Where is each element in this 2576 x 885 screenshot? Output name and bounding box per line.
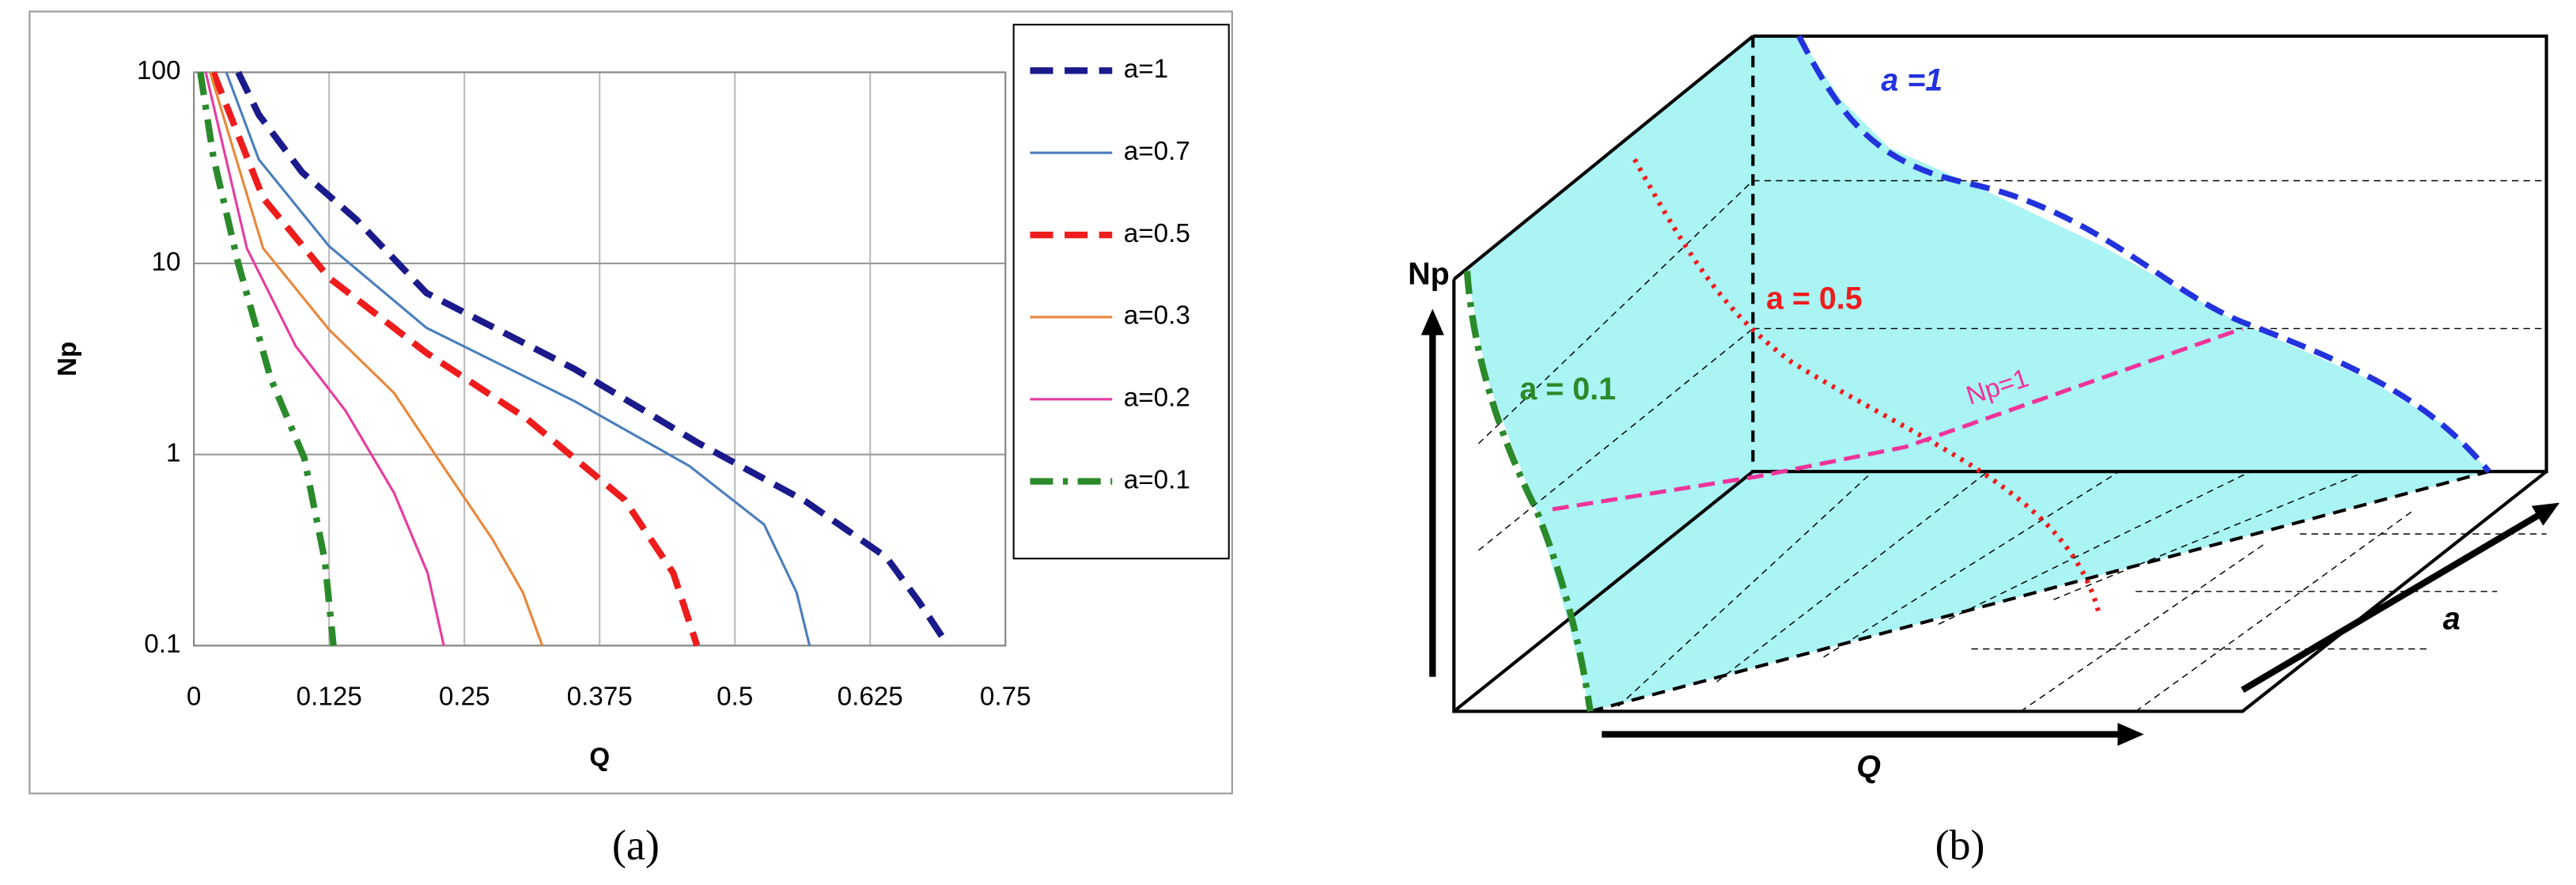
legend-label: a=0.2: [1124, 384, 1190, 413]
y-tick-label: 1: [166, 438, 180, 467]
arrows: [1420, 308, 2560, 747]
x-tick-label: 0.375: [567, 683, 633, 712]
curve-a1: [1796, 35, 2491, 474]
series-line: [209, 71, 544, 646]
y-tick-label: 0.1: [144, 630, 180, 659]
surface: [1466, 36, 2489, 712]
x-axis-label: Q: [589, 743, 610, 772]
diagram: Np a = 0.1 a = 0.5 a =1 Np=1 Q a: [1408, 34, 2560, 785]
y-axis-label: Np: [53, 342, 82, 376]
legend-label: a=0.5: [1124, 219, 1190, 248]
edge: [1590, 470, 2490, 713]
plot-frame: [193, 71, 1007, 647]
axis-label: Np: [1408, 256, 1450, 291]
legend-label: a=0.3: [1124, 301, 1190, 331]
series-line: [235, 70, 951, 648]
x-tick-label: 0: [187, 683, 201, 712]
legend-label: a=0.1: [1124, 465, 1190, 494]
curve-np1: [1552, 326, 2244, 512]
x-tick-label: 0.125: [297, 683, 362, 712]
legend-box: [1012, 24, 1230, 560]
curve-label: a = 0.1: [1519, 372, 1616, 407]
axis-label: Q: [1856, 750, 1881, 785]
legend-label: a=1: [1124, 55, 1168, 84]
series-line: [204, 72, 445, 646]
chart: 0 0.125 0.25 0.375 0.5 0.625 0.75 0.1 1 10 100 Q Np a…: [53, 24, 1230, 772]
x-tick-label: 0.75: [980, 683, 1031, 712]
curve-label: a = 0.5: [1766, 282, 1863, 316]
x-tick-label: 0.625: [838, 683, 903, 712]
curve-a05: [1632, 157, 2102, 617]
series-line: [225, 71, 811, 646]
y-tick-label: 10: [152, 248, 181, 277]
caption: (a): [612, 821, 660, 868]
y-tick-label: 100: [137, 56, 180, 85]
curve-label: a =1: [1881, 62, 1942, 97]
box: [1452, 34, 2548, 713]
x-tick-label: 0.5: [717, 683, 753, 712]
axis-label: a: [2443, 602, 2461, 637]
legend-label: a=0.7: [1124, 137, 1190, 166]
guide-lines: [1477, 180, 2547, 713]
series-line: [210, 70, 701, 647]
curve-a01: [1463, 270, 1594, 713]
caption: (b): [1935, 821, 1985, 868]
x-tick-label: 0.25: [439, 683, 490, 712]
